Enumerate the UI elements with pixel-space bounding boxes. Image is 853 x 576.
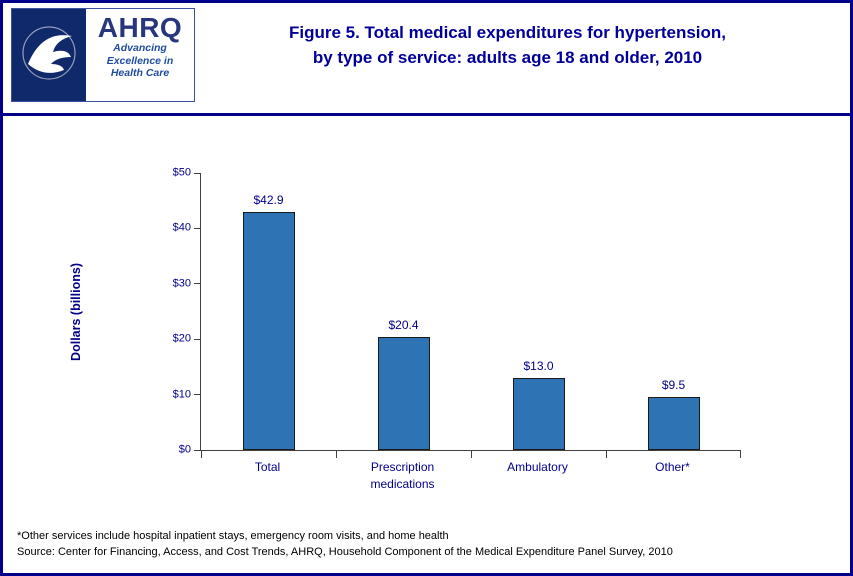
footnote-source: Source: Center for Financing, Access, an… bbox=[17, 546, 673, 558]
y-axis-title-text: Dollars (billions) bbox=[69, 262, 83, 361]
x-tick-mark bbox=[606, 450, 607, 458]
plot-area: $42.9 $20.4 $13.0 $9.5 bbox=[194, 172, 741, 458]
y-tick-mark bbox=[194, 283, 201, 285]
bar-prescription bbox=[377, 336, 430, 450]
figure-title-line-2: by type of service: adults age 18 and ol… bbox=[312, 47, 703, 67]
ahrq-tagline: Advancing Excellence in Health Care bbox=[107, 42, 174, 79]
y-tick-label: $30 bbox=[172, 277, 191, 290]
bar-value-label: $9.5 bbox=[661, 378, 686, 393]
y-tick-label: $50 bbox=[172, 166, 191, 179]
logo-group: AHRQ Advancing Excellence in Health Care bbox=[11, 8, 195, 102]
ahrq-tagline-line-3: Health Care bbox=[110, 67, 170, 80]
x-tick-mark bbox=[471, 450, 472, 458]
bar-value-label: $13.0 bbox=[523, 358, 554, 373]
x-tick-mark bbox=[740, 450, 741, 458]
ahrq-tagline-line-2: Excellence in bbox=[106, 54, 174, 67]
x-tick-mark bbox=[201, 450, 202, 458]
bar-ambulatory bbox=[512, 377, 565, 450]
y-tick-label: $40 bbox=[172, 221, 191, 234]
hhs-logo bbox=[12, 9, 86, 101]
bar-value-label: $20.4 bbox=[388, 317, 419, 332]
y-tick-label: $0 bbox=[178, 443, 191, 456]
hhs-eagle-icon bbox=[20, 18, 78, 93]
bar-other bbox=[647, 397, 700, 450]
y-tick-label: $20 bbox=[172, 332, 191, 345]
y-tick-mark bbox=[194, 394, 201, 396]
category-label: Ambulatory bbox=[507, 460, 568, 474]
y-axis-title: Dollars (billions) bbox=[61, 173, 91, 450]
ahrq-tagline-line-1: Advancing bbox=[113, 42, 167, 55]
x-tick-mark bbox=[336, 450, 337, 458]
y-tick-mark bbox=[194, 227, 201, 229]
footnote-other-services: *Other services include hospital inpatie… bbox=[17, 530, 449, 542]
x-axis-labels: Total Prescription medications Ambulatory O… bbox=[200, 459, 740, 503]
bar-value-label: $42.9 bbox=[253, 193, 284, 208]
category-label: Prescription medications bbox=[370, 460, 435, 492]
figure-title: Figure 5. Total medical expenditures for… bbox=[193, 21, 822, 70]
ahrq-logo: AHRQ Advancing Excellence in Health Care bbox=[86, 9, 194, 101]
ahrq-wordmark: AHRQ bbox=[97, 12, 183, 43]
y-tick-mark bbox=[194, 172, 201, 174]
bar-total bbox=[242, 212, 295, 450]
y-tick-mark bbox=[194, 338, 201, 340]
y-tick-label: $10 bbox=[172, 388, 191, 401]
y-axis-labels: $0 $10 $20 $30 $40 $50 bbox=[133, 167, 195, 455]
header-divider bbox=[3, 113, 850, 116]
y-tick-mark bbox=[194, 449, 201, 451]
category-label: Other* bbox=[655, 460, 690, 474]
figure-title-line-1: Figure 5. Total medical expenditures for… bbox=[288, 23, 727, 42]
category-label: Total bbox=[254, 460, 281, 474]
